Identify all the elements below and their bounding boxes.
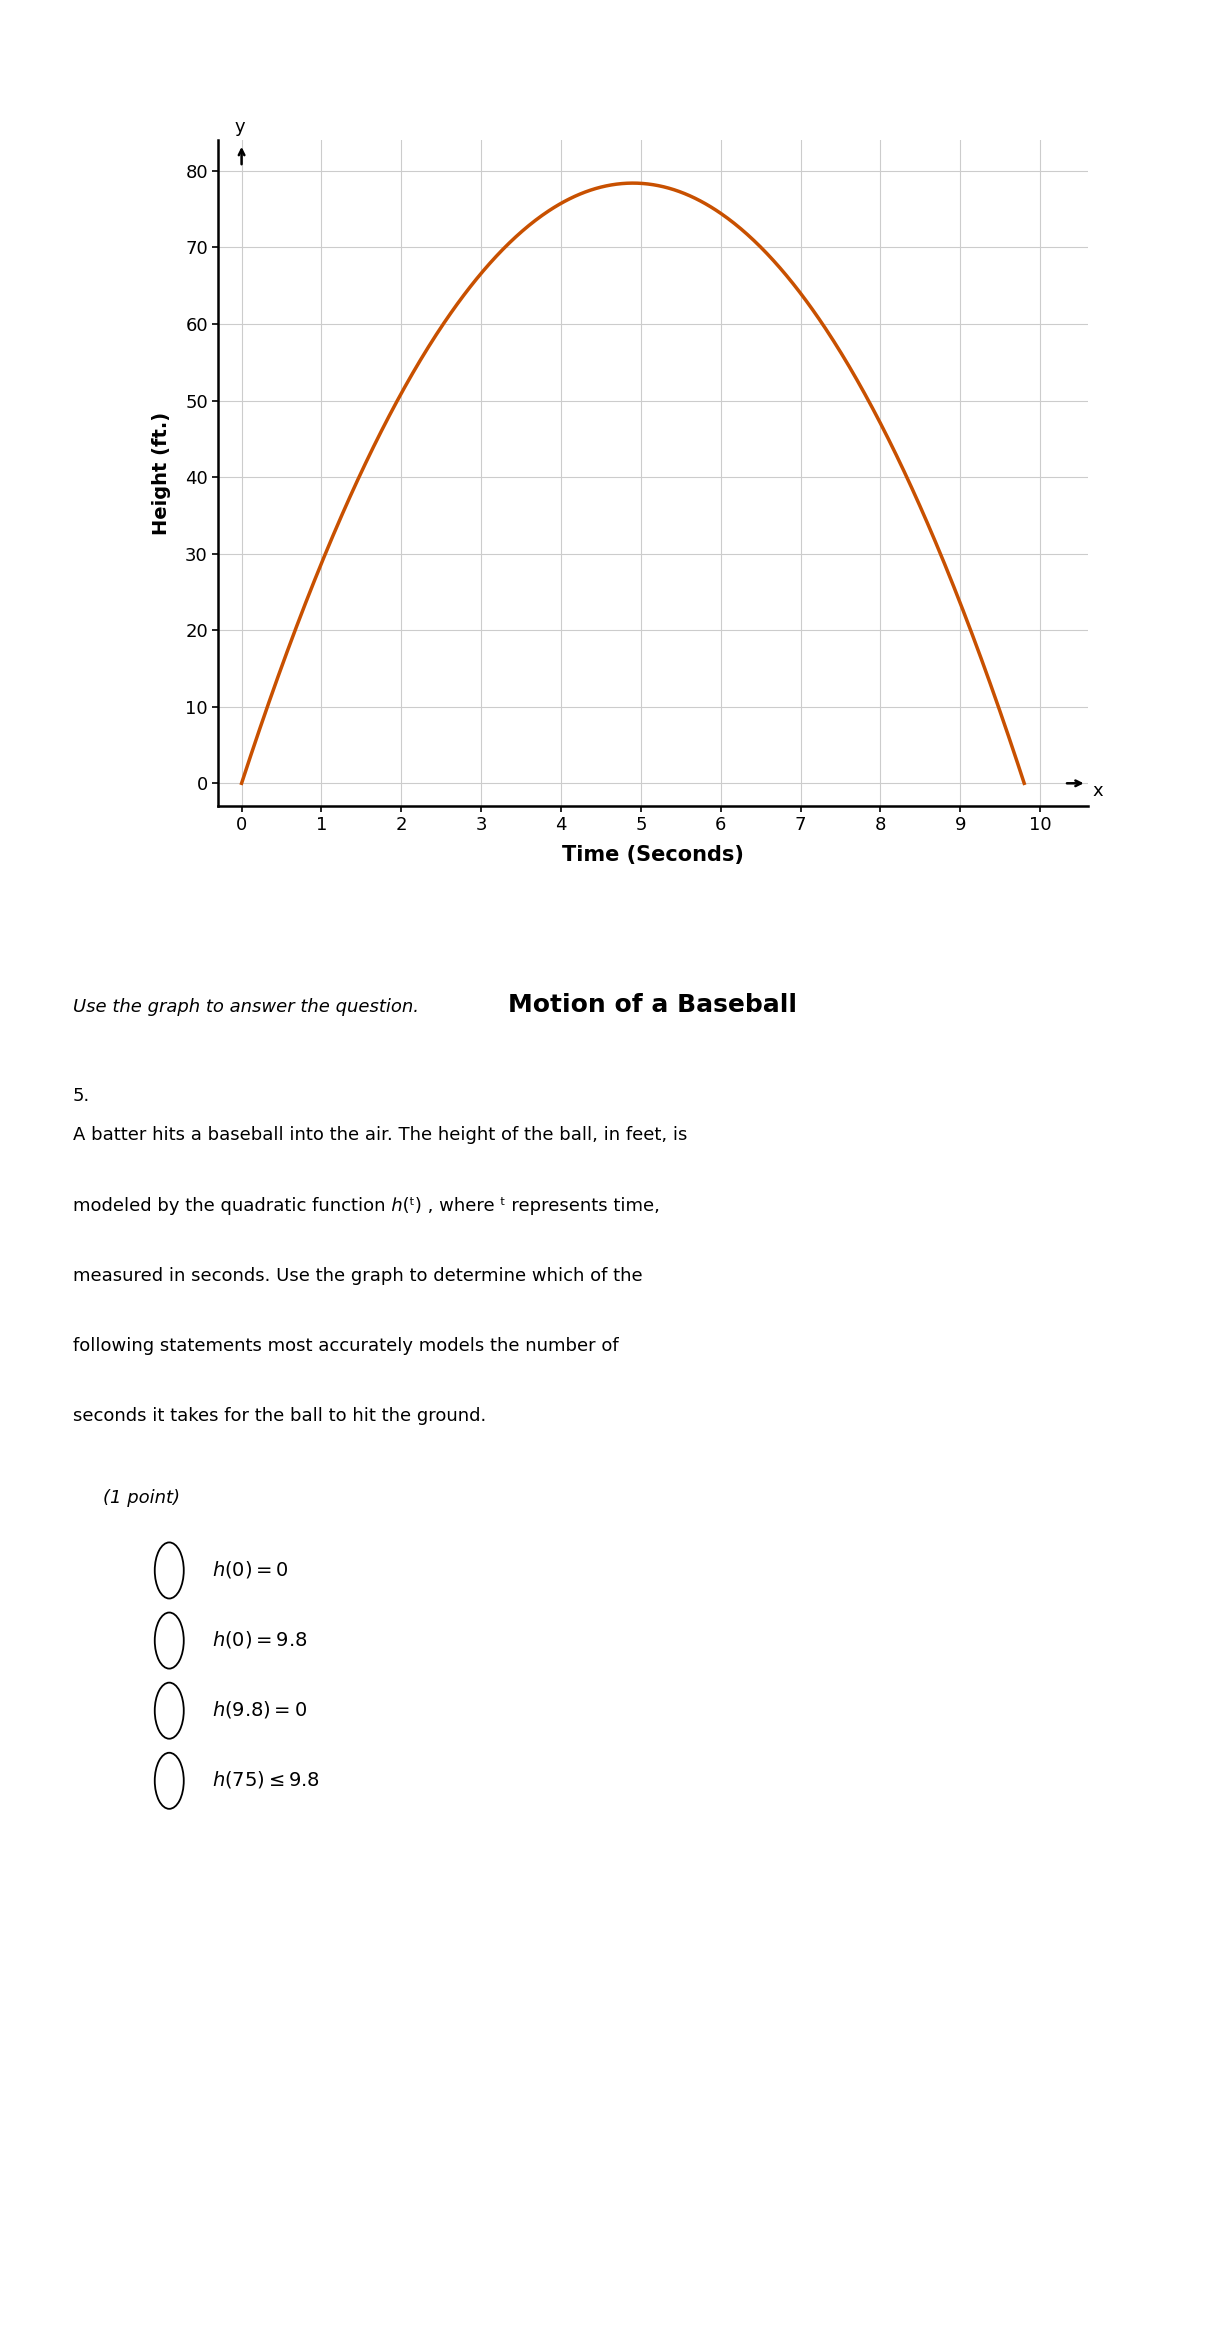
- X-axis label: Time (Seconds): Time (Seconds): [562, 846, 744, 865]
- Text: $\it{h}(9.8) = 0$: $\it{h}(9.8) = 0$: [212, 1699, 307, 1720]
- Text: $\it{h}(0) = 9.8$: $\it{h}(0) = 9.8$: [212, 1629, 307, 1650]
- Text: 5.: 5.: [73, 1087, 89, 1105]
- Text: seconds it takes for the ball to hit the ground.: seconds it takes for the ball to hit the…: [73, 1407, 486, 1426]
- Text: Motion of a Baseball: Motion of a Baseball: [508, 993, 798, 1017]
- Text: modeled by the quadratic function ℎ(ᵗ) , where ᵗ represents time,: modeled by the quadratic function ℎ(ᵗ) ,…: [73, 1197, 659, 1215]
- Text: y: y: [235, 119, 245, 136]
- Text: Use the graph to answer the question.: Use the graph to answer the question.: [73, 998, 418, 1017]
- Y-axis label: Height (ft.): Height (ft.): [152, 411, 172, 535]
- Text: following statements most accurately models the number of: following statements most accurately mod…: [73, 1337, 618, 1355]
- Text: measured in seconds. Use the graph to determine which of the: measured in seconds. Use the graph to de…: [73, 1267, 642, 1285]
- Text: A batter hits a baseball into the air. The height of the ball, in feet, is: A batter hits a baseball into the air. T…: [73, 1126, 687, 1145]
- Text: $\it{h}(0) = 0$: $\it{h}(0) = 0$: [212, 1559, 289, 1580]
- FancyBboxPatch shape: [51, 28, 1158, 965]
- Text: $\it{h}(75) \leq 9.8$: $\it{h}(75) \leq 9.8$: [212, 1769, 319, 1790]
- Text: x: x: [1092, 783, 1103, 799]
- Text: (1 point): (1 point): [103, 1489, 180, 1507]
